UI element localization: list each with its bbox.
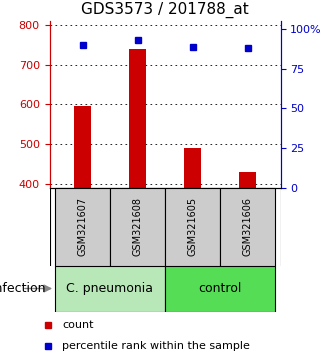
Text: GSM321606: GSM321606 (243, 197, 252, 256)
Bar (165, 188, 220, 266)
Bar (55, 188, 110, 266)
Text: C. pneumonia: C. pneumonia (67, 282, 153, 295)
Bar (110, 188, 165, 266)
Bar (55, 266, 165, 312)
Title: GDS3573 / 201788_at: GDS3573 / 201788_at (81, 2, 249, 18)
Text: GSM321608: GSM321608 (133, 197, 143, 256)
Text: control: control (198, 282, 242, 295)
Text: infection: infection (0, 282, 46, 295)
Bar (74, 107, 91, 188)
Text: GSM321605: GSM321605 (187, 197, 197, 256)
Bar (165, 266, 275, 312)
Text: percentile rank within the sample: percentile rank within the sample (62, 341, 250, 351)
Bar (239, 172, 256, 188)
Text: count: count (62, 320, 93, 330)
Bar (129, 49, 146, 188)
Text: GSM321607: GSM321607 (78, 197, 87, 256)
Bar (184, 148, 201, 188)
Bar (220, 188, 275, 266)
